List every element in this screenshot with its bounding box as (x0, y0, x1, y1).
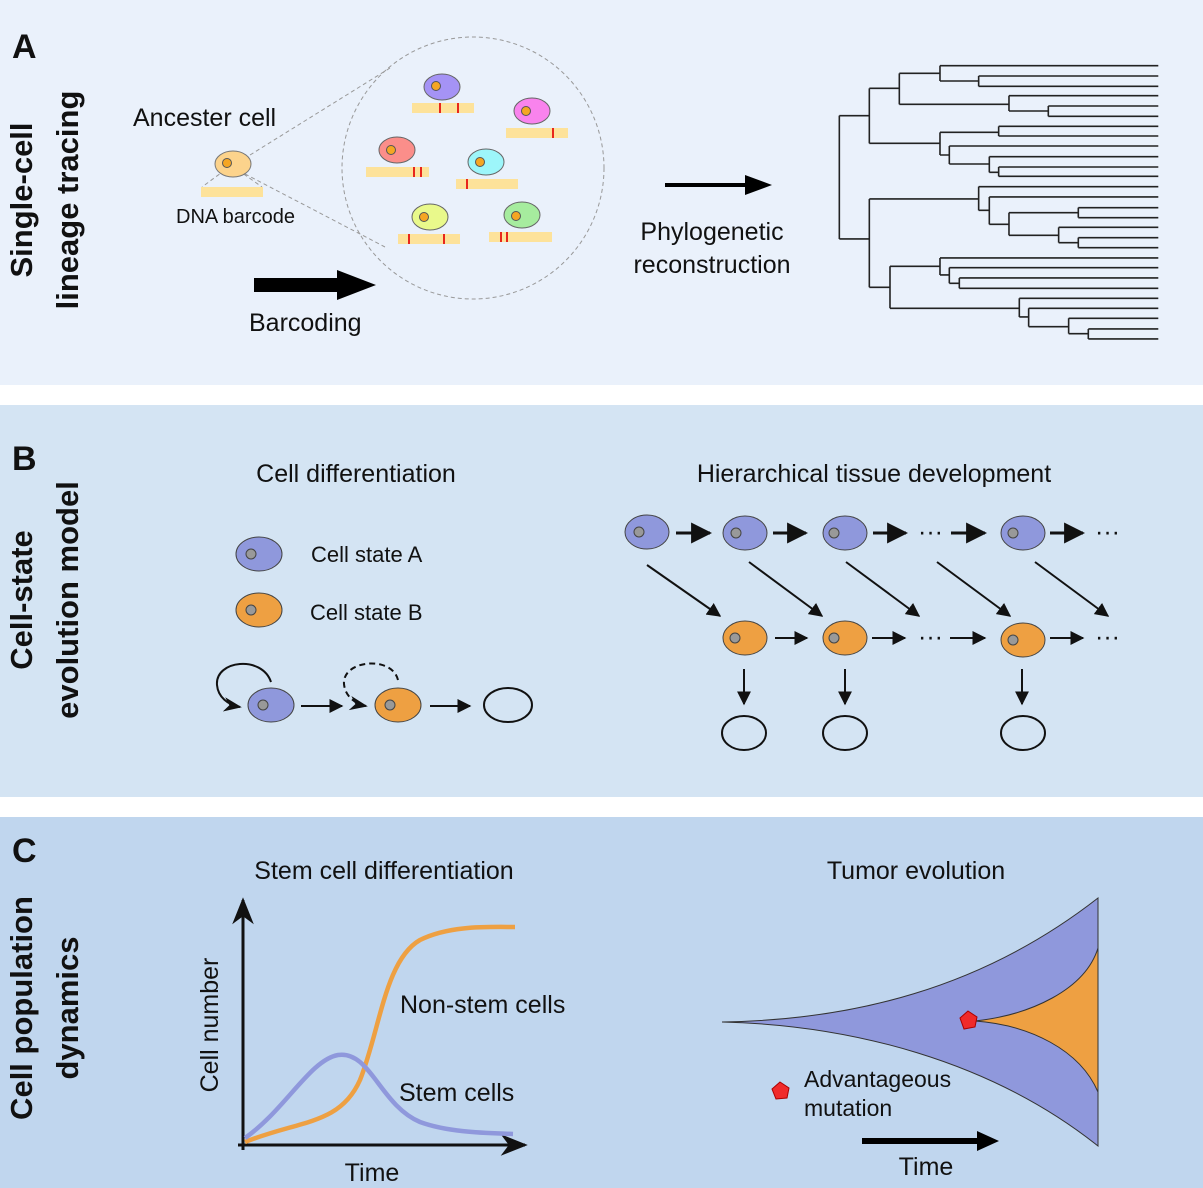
barcoded-cell (378, 136, 416, 164)
phylogenetic-tree (839, 66, 1158, 339)
nucleus (222, 158, 232, 168)
cell-differentiation-title: Cell differentiation (256, 460, 456, 488)
zoom-circle (341, 36, 605, 300)
panel-b-side-title: Cell-state (4, 530, 39, 670)
terminal-cell (1000, 715, 1046, 751)
barcode (456, 179, 518, 189)
panel-a-side-title-2: lineage tracing (50, 91, 85, 310)
cell-state-a (247, 687, 295, 723)
panel-c-side-title: Cell population (4, 896, 39, 1120)
self-renewal-arrow (215, 662, 272, 712)
barcoding-label: Barcoding (249, 309, 362, 337)
mutation-label-2: mutation (804, 1095, 892, 1121)
cell-state-a (822, 515, 868, 551)
panel-a: A Single-cell lineage tracing Ancester c… (0, 0, 1203, 385)
terminal-cell (483, 687, 533, 723)
terminal-cell (822, 715, 868, 751)
cell-state-a (722, 515, 768, 551)
cell-state-b (1000, 622, 1046, 658)
barcode (398, 234, 460, 244)
ellipsis: ··· (1095, 518, 1120, 546)
cell-state-b (374, 687, 422, 723)
barcoded-cells (366, 73, 568, 244)
legend-cell-a (235, 536, 283, 572)
ellipsis: ··· (918, 623, 943, 651)
barcoding-arrow (254, 270, 376, 300)
barcoded-cell (423, 73, 461, 101)
stem-cell-title: Stem cell differentiation (254, 857, 513, 885)
ancestor-cell (214, 150, 252, 178)
terminal-cell (721, 715, 767, 751)
time-arrow (862, 1131, 999, 1151)
panel-b-background (0, 405, 1203, 797)
barcode (412, 103, 474, 113)
ancestor-cell-label: Ancester cell (133, 104, 276, 132)
hierarchy-diagram: ··· ··· ··· ··· (624, 514, 1120, 751)
dashed-self-renewal-arrow (342, 662, 399, 711)
stem-cells-label: Stem cells (399, 1079, 514, 1107)
panel-b-letter: B (12, 440, 37, 478)
cell-state-a (1000, 515, 1046, 551)
non-stem-cells-curve (244, 924, 516, 1145)
phylogeny-arrow (665, 175, 772, 195)
legend-label-a: Cell state A (311, 542, 423, 567)
panel-c: C Cell population dynamics Stem cell dif… (0, 817, 1203, 1188)
ancestor-barcode (201, 187, 263, 197)
panel-b: B Cell-state evolution model Cell differ… (0, 405, 1203, 797)
panel-a-letter: A (12, 28, 37, 66)
zoom-line (244, 173, 386, 248)
cell-state-b (822, 620, 868, 656)
non-stem-cells-label: Non-stem cells (400, 991, 565, 1019)
panel-c-letter: C (12, 832, 37, 870)
panel-a-side-title: Single-cell (4, 122, 39, 277)
barcoded-cell (467, 148, 505, 176)
dna-barcode-label: DNA barcode (176, 206, 295, 228)
panel-c-side-title-2: dynamics (50, 936, 85, 1079)
barcode (506, 128, 568, 138)
phylogenetic-label: Phylogenetic (640, 218, 783, 246)
cell-state-b (722, 620, 768, 656)
legend-label-b: Cell state B (310, 600, 423, 625)
mutation-legend-icon (771, 1081, 790, 1100)
tumor-evolution-title: Tumor evolution (827, 857, 1005, 885)
mutation-star-icon (959, 1010, 978, 1030)
zoom-line (201, 169, 226, 188)
barcode (366, 167, 429, 177)
reconstruction-label: reconstruction (633, 251, 790, 279)
ellipsis: ··· (918, 518, 943, 546)
stem-cells-curve (243, 1052, 514, 1140)
panel-b-side-title-2: evolution model (50, 481, 85, 719)
legend-cell-b (235, 592, 283, 628)
mutant-subclone (974, 947, 1099, 1093)
ellipsis: ··· (1095, 623, 1120, 651)
x-axis-label: Time (345, 1159, 400, 1187)
cell-state-a (624, 514, 670, 550)
barcoded-cell (503, 201, 541, 229)
mutation-label: Advantageous (804, 1066, 951, 1092)
hierarchical-title: Hierarchical tissue development (697, 460, 1051, 488)
y-axis-label: Cell number (196, 958, 224, 1093)
barcoded-cell (513, 97, 551, 125)
barcoded-cell (411, 203, 449, 231)
barcode (489, 232, 552, 242)
time-label: Time (899, 1153, 954, 1181)
zoom-line (237, 169, 263, 188)
